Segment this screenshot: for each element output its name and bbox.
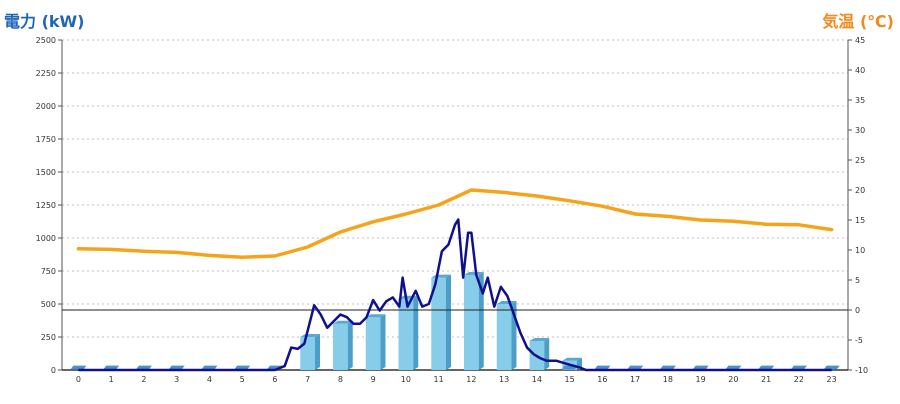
x-tick-label: 17: [630, 375, 640, 384]
x-tick-label: 8: [338, 375, 343, 384]
bar-side: [347, 320, 353, 370]
baseline-marker: [234, 365, 251, 370]
bar: [300, 337, 315, 370]
right-tick-label: 45: [855, 36, 865, 45]
baseline-marker: [627, 365, 644, 370]
baseline-marker: [201, 365, 218, 370]
baseline-marker: [135, 365, 152, 370]
baseline-marker: [594, 365, 611, 370]
bar-top: [365, 314, 386, 318]
bar: [496, 304, 512, 370]
right-tick-label: 30: [855, 126, 865, 135]
right-tick-label: 40: [855, 66, 865, 75]
x-tick-label: 13: [499, 375, 509, 384]
x-tick-label: 7: [305, 375, 310, 384]
bar-side: [380, 314, 386, 370]
bar-top: [496, 301, 517, 304]
left-tick-label: 250: [41, 333, 56, 342]
left-tick-label: 0: [51, 366, 56, 375]
baseline-marker: [758, 365, 775, 370]
left-tick-label: 750: [41, 267, 56, 276]
baseline-marker: [659, 365, 676, 370]
bar-top: [333, 320, 353, 324]
right-tick-label: 25: [855, 156, 865, 165]
right-tick-label: 0: [855, 306, 860, 315]
x-tick-label: 1: [109, 375, 114, 384]
x-tick-label: 5: [240, 375, 245, 384]
left-tick-label: 1000: [36, 234, 56, 243]
bar-top: [464, 271, 484, 275]
right-tick-label: -5: [855, 336, 863, 345]
bar: [365, 317, 381, 370]
left-tick-label: 1750: [36, 135, 56, 144]
x-tick-label: 19: [696, 375, 706, 384]
left-tick-label: 500: [41, 300, 56, 309]
left-tick-label: 2000: [36, 102, 56, 111]
x-tick-label: 0: [76, 375, 81, 384]
left-tick-label: 2500: [36, 36, 56, 45]
baseline-marker: [725, 365, 742, 370]
bar: [398, 298, 414, 370]
bar-side: [445, 274, 451, 370]
baseline-marker: [70, 365, 87, 370]
right-axis-title: 気温 (℃): [822, 12, 894, 31]
left-axis-title: 電力 (kW): [4, 12, 85, 31]
x-tick-label: 6: [272, 375, 277, 384]
right-tick-label: -10: [855, 366, 868, 375]
x-tick-label: 3: [174, 375, 179, 384]
x-tick-label: 2: [141, 375, 146, 384]
baseline-marker: [103, 365, 120, 370]
bar-side: [314, 334, 320, 370]
right-tick-label: 15: [855, 216, 865, 225]
x-tick-label: 23: [827, 375, 837, 384]
x-tick-label: 15: [565, 375, 575, 384]
right-tick-label: 20: [855, 186, 865, 195]
bar-side: [478, 271, 484, 370]
baseline-marker: [823, 365, 840, 370]
x-tick-label: 12: [466, 375, 476, 384]
baseline-marker: [790, 365, 807, 370]
bar: [464, 274, 479, 370]
power-line: [78, 218, 832, 372]
x-tick-label: 16: [597, 375, 607, 384]
x-tick-label: 20: [728, 375, 738, 384]
right-tick-label: 35: [855, 96, 865, 105]
bar-side: [413, 295, 419, 370]
x-tick-label: 21: [761, 375, 771, 384]
temperature-line: [76, 188, 834, 259]
x-tick-label: 10: [401, 375, 411, 384]
bar-top: [529, 337, 550, 341]
right-tick-label: 5: [855, 276, 860, 285]
bar-side: [544, 337, 550, 370]
left-tick-label: 2250: [36, 69, 56, 78]
baseline-marker: [692, 365, 709, 370]
bar-top: [562, 357, 582, 361]
x-tick-label: 14: [532, 375, 542, 384]
baseline-marker: [168, 365, 185, 370]
bar: [431, 277, 446, 370]
x-tick-label: 11: [434, 375, 444, 384]
x-tick-label: 18: [663, 375, 673, 384]
left-tick-label: 1250: [36, 201, 56, 210]
x-tick-label: 4: [207, 375, 212, 384]
left-tick-label: 1500: [36, 168, 56, 177]
bar: [333, 323, 348, 370]
right-tick-label: 10: [855, 246, 865, 255]
x-tick-label: 22: [794, 375, 804, 384]
x-tick-label: 9: [371, 375, 376, 384]
